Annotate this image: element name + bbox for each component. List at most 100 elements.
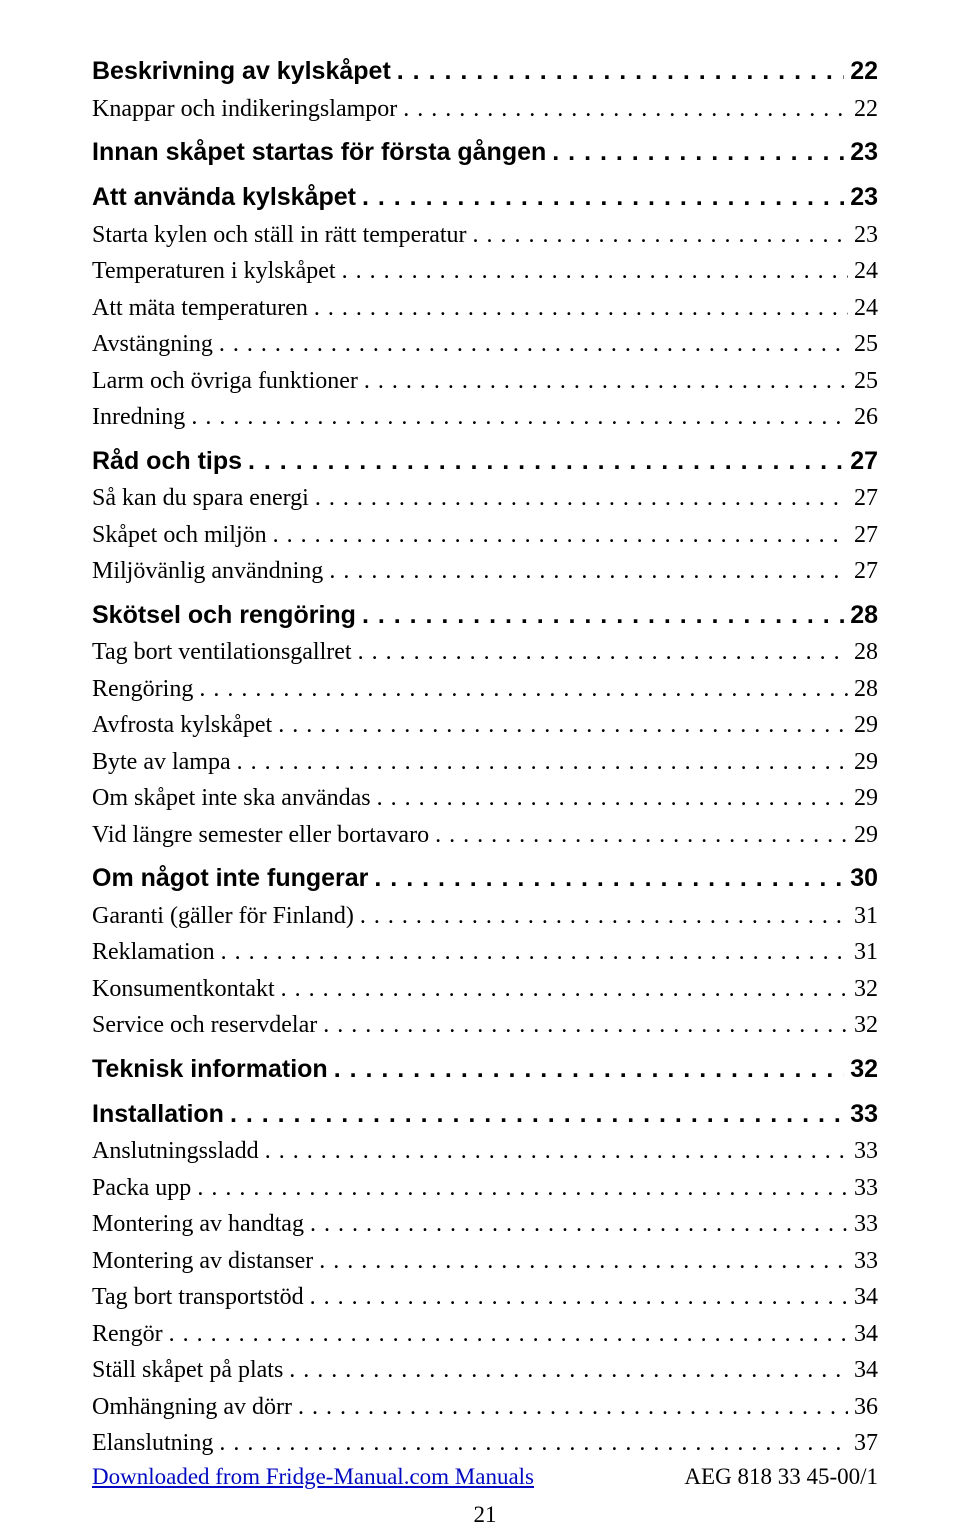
toc-entry: Elanslutning. . . . . . . . . . . . . . … — [92, 1425, 878, 1461]
toc-page: 32 — [854, 971, 878, 1007]
toc-leader-dots: . . . . . . . . . . . . . . . . . . . . … — [435, 817, 848, 853]
toc-page: 23 — [850, 133, 878, 172]
toc-label: Rengöring — [92, 671, 193, 707]
toc-label: Ställ skåpet på plats — [92, 1352, 283, 1388]
toc-leader-dots: . . . . . . . . . . . . . . . . . . . . … — [237, 744, 848, 780]
toc-leader-dots: . . . . . . . . . . . . . . . . . . . . … — [323, 1007, 848, 1043]
toc-page: 33 — [854, 1170, 878, 1206]
toc-entry: Packa upp. . . . . . . . . . . . . . . .… — [92, 1170, 878, 1206]
toc-leader-dots: . . . . . . . . . . . . . . . . . . . . … — [221, 934, 848, 970]
toc-label: Elanslutning — [92, 1425, 213, 1461]
download-link[interactable]: Downloaded from Fridge-Manual.com Manual… — [92, 1464, 534, 1490]
toc-leader-dots: . . . . . . . . . . . . . . . . . . . . … — [310, 1279, 848, 1315]
toc-entry: Miljövänlig användning. . . . . . . . . … — [92, 553, 878, 589]
toc-page: 32 — [850, 1050, 878, 1089]
toc-page: 31 — [854, 934, 878, 970]
toc-leader-dots: . . . . . . . . . . . . . . . . . . . . … — [473, 217, 848, 253]
toc-leader-dots: . . . . . . . . . . . . . . . . . . . . … — [314, 290, 848, 326]
table-of-contents: Beskrivning av kylskåpet. . . . . . . . … — [92, 52, 878, 1462]
toc-label: Tag bort ventilationsgallret — [92, 634, 352, 670]
toc-entry: Tag bort transportstöd. . . . . . . . . … — [92, 1279, 878, 1315]
toc-page: 23 — [850, 178, 878, 217]
toc-leader-dots: . . . . . . . . . . . . . . . . . . . . … — [230, 1095, 844, 1134]
toc-page: 27 — [850, 442, 878, 481]
toc-page: 29 — [854, 744, 878, 780]
toc-label: Miljövänlig användning — [92, 553, 323, 589]
toc-leader-dots: . . . . . . . . . . . . . . . . . . . . … — [364, 363, 848, 399]
toc-leader-dots: . . . . . . . . . . . . . . . . . . . . … — [362, 178, 844, 217]
toc-label: Starta kylen och ställ in rätt temperatu… — [92, 217, 467, 253]
toc-page: 22 — [850, 52, 878, 91]
toc-label: Teknisk information — [92, 1050, 328, 1089]
toc-entry: Service och reservdelar. . . . . . . . .… — [92, 1007, 878, 1043]
toc-page: 34 — [854, 1279, 878, 1315]
model-number: AEG 818 33 45-00/1 — [684, 1464, 878, 1490]
toc-entry: Avstängning. . . . . . . . . . . . . . .… — [92, 326, 878, 362]
toc-entry: Temperaturen i kylskåpet. . . . . . . . … — [92, 253, 878, 289]
toc-label: Avfrosta kylskåpet — [92, 707, 272, 743]
toc-label: Montering av distanser — [92, 1243, 313, 1279]
toc-leader-dots: . . . . . . . . . . . . . . . . . . . . … — [552, 133, 844, 172]
toc-leader-dots: . . . . . . . . . . . . . . . . . . . . … — [248, 442, 844, 481]
toc-label: Packa upp — [92, 1170, 191, 1206]
toc-entry: Rengöring. . . . . . . . . . . . . . . .… — [92, 671, 878, 707]
toc-label: Knappar och indikeringslampor — [92, 91, 397, 127]
toc-page: 22 — [854, 91, 878, 127]
toc-label: Vid längre semester eller bortavaro — [92, 817, 429, 853]
page-number: 21 — [92, 1502, 878, 1528]
toc-leader-dots: . . . . . . . . . . . . . . . . . . . . … — [342, 253, 848, 289]
toc-entry: Reklamation. . . . . . . . . . . . . . .… — [92, 934, 878, 970]
toc-page: 25 — [854, 326, 878, 362]
toc-entry: Beskrivning av kylskåpet. . . . . . . . … — [92, 52, 878, 91]
toc-page: 33 — [850, 1095, 878, 1134]
toc-leader-dots: . . . . . . . . . . . . . . . . . . . . … — [319, 1243, 848, 1279]
toc-leader-dots: . . . . . . . . . . . . . . . . . . . . … — [310, 1206, 848, 1242]
toc-label: Anslutningssladd — [92, 1133, 259, 1169]
toc-entry: Om skåpet inte ska användas. . . . . . .… — [92, 780, 878, 816]
toc-page: 32 — [854, 1007, 878, 1043]
toc-leader-dots: . . . . . . . . . . . . . . . . . . . . … — [278, 707, 848, 743]
toc-entry: Inredning. . . . . . . . . . . . . . . .… — [92, 399, 878, 435]
toc-leader-dots: . . . . . . . . . . . . . . . . . . . . … — [289, 1352, 848, 1388]
toc-page: 34 — [854, 1316, 878, 1352]
toc-entry: Montering av handtag. . . . . . . . . . … — [92, 1206, 878, 1242]
toc-entry: Innan skåpet startas för första gången. … — [92, 133, 878, 172]
toc-entry: Skötsel och rengöring. . . . . . . . . .… — [92, 596, 878, 635]
toc-entry: Installation. . . . . . . . . . . . . . … — [92, 1095, 878, 1134]
toc-entry: Garanti (gäller för Finland). . . . . . … — [92, 898, 878, 934]
toc-page: 29 — [854, 707, 878, 743]
toc-leader-dots: . . . . . . . . . . . . . . . . . . . . … — [397, 52, 844, 91]
toc-label: Konsumentkontakt — [92, 971, 275, 1007]
toc-entry: Så kan du spara energi. . . . . . . . . … — [92, 480, 878, 516]
toc-page: 33 — [854, 1206, 878, 1242]
toc-label: Installation — [92, 1095, 224, 1134]
toc-page: 28 — [854, 634, 878, 670]
toc-page: 30 — [850, 859, 878, 898]
toc-leader-dots: . . . . . . . . . . . . . . . . . . . . … — [377, 780, 848, 816]
toc-page: 28 — [854, 671, 878, 707]
toc-page: 31 — [854, 898, 878, 934]
toc-label: Om något inte fungerar — [92, 859, 368, 898]
toc-label: Innan skåpet startas för första gången — [92, 133, 546, 172]
toc-leader-dots: . . . . . . . . . . . . . . . . . . . . … — [298, 1389, 848, 1425]
toc-label: Temperaturen i kylskåpet — [92, 253, 336, 289]
toc-page: 27 — [854, 480, 878, 516]
toc-entry: Byte av lampa. . . . . . . . . . . . . .… — [92, 744, 878, 780]
toc-page: 33 — [854, 1243, 878, 1279]
toc-label: Larm och övriga funktioner — [92, 363, 358, 399]
toc-label: Tag bort transportstöd — [92, 1279, 304, 1315]
toc-label: Omhängning av dörr — [92, 1389, 292, 1425]
toc-leader-dots: . . . . . . . . . . . . . . . . . . . . … — [199, 671, 848, 707]
toc-page: 24 — [854, 253, 878, 289]
toc-page: 29 — [854, 817, 878, 853]
toc-leader-dots: . . . . . . . . . . . . . . . . . . . . … — [374, 859, 844, 898]
toc-entry: Avfrosta kylskåpet. . . . . . . . . . . … — [92, 707, 878, 743]
toc-entry: Om något inte fungerar. . . . . . . . . … — [92, 859, 878, 898]
toc-label: Montering av handtag — [92, 1206, 304, 1242]
toc-entry: Skåpet och miljön. . . . . . . . . . . .… — [92, 517, 878, 553]
toc-leader-dots: . . . . . . . . . . . . . . . . . . . . … — [219, 1425, 848, 1461]
toc-entry: Larm och övriga funktioner. . . . . . . … — [92, 363, 878, 399]
toc-label: Råd och tips — [92, 442, 242, 481]
toc-page: 33 — [854, 1133, 878, 1169]
toc-entry: Teknisk information. . . . . . . . . . .… — [92, 1050, 878, 1089]
